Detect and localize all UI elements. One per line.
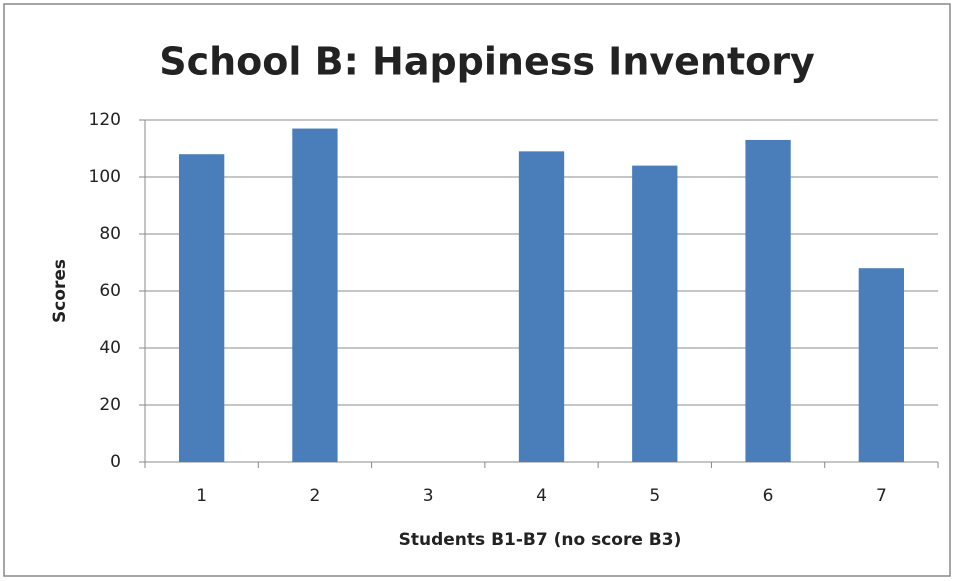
x-tick-label: 7 — [876, 486, 887, 506]
x-tick-label: 6 — [763, 486, 774, 506]
x-axis-label: Students B1-B7 (no score B3) — [399, 530, 682, 550]
x-tick-label: 5 — [649, 486, 660, 506]
bar — [518, 151, 565, 462]
y-tick-label: 100 — [89, 167, 121, 187]
x-tick-label: 3 — [423, 486, 434, 506]
x-tick-label: 4 — [536, 486, 547, 506]
y-axis-label: Scores — [50, 259, 70, 323]
bar — [178, 154, 225, 462]
x-tick-label: 1 — [196, 486, 207, 506]
bar — [745, 139, 791, 462]
y-tick-label: 60 — [99, 281, 121, 301]
bar — [292, 128, 338, 463]
y-tick-label: 80 — [99, 224, 121, 244]
bar — [858, 268, 905, 462]
y-tick-label: 0 — [110, 452, 121, 472]
y-tick-label: 20 — [99, 395, 121, 415]
chart-border — [3, 3, 951, 577]
chart-title: School B: Happiness Inventory — [159, 40, 815, 84]
x-tick-label: 2 — [310, 486, 321, 506]
bar — [632, 165, 678, 462]
y-tick-label: 40 — [99, 338, 121, 358]
y-tick-label: 120 — [89, 110, 121, 130]
